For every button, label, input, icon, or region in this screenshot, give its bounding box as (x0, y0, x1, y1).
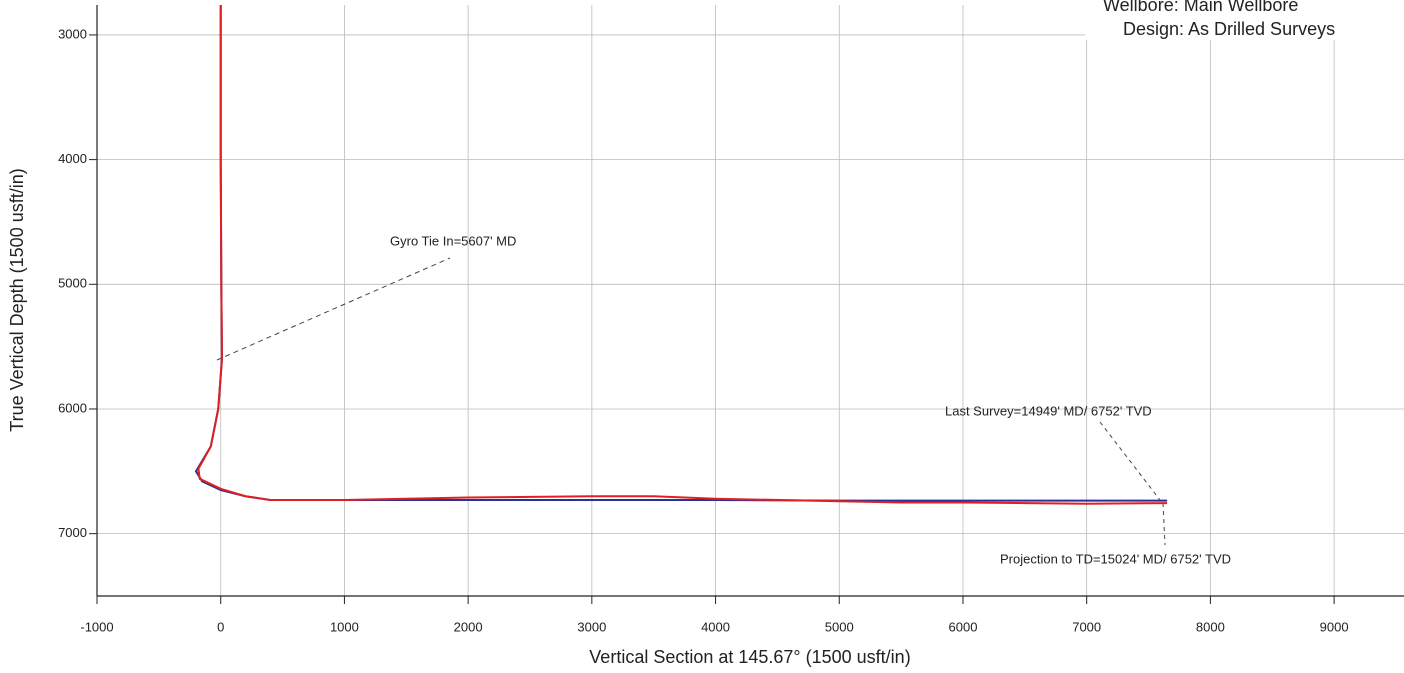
x-tick-label: 1000 (330, 619, 359, 634)
annotation-leader (216, 257, 451, 361)
annotation: Gyro Tie In=5607' MD (390, 233, 516, 248)
well-path (197, 5, 1168, 505)
x-tick-label: 8000 (1196, 619, 1225, 634)
x-axis-title: Vertical Section at 145.67° (1500 usft/i… (589, 647, 910, 667)
x-tick-label: 2000 (454, 619, 483, 634)
x-tick-label: -1000 (80, 619, 113, 634)
y-tick-label: 5000 (58, 276, 87, 291)
x-tick-label: 4000 (701, 619, 730, 634)
well-path (194, 5, 1168, 502)
annotation-leader (1099, 421, 1161, 501)
x-tick-label: 9000 (1320, 619, 1349, 634)
annotation: Projection to TD=15024' MD/ 6752' TVD (1000, 551, 1231, 566)
annotation-leader (1162, 502, 1166, 546)
y-axis-title: True Vertical Depth (1500 usft/in) (7, 168, 27, 431)
x-tick-label: 0 (217, 619, 224, 634)
y-tick-label: 3000 (58, 26, 87, 41)
y-tick-label: 6000 (58, 400, 87, 415)
x-tick-label: 5000 (825, 619, 854, 634)
y-tick-label: 4000 (58, 151, 87, 166)
x-tick-label: 3000 (577, 619, 606, 634)
header-line: Wellbore: Main Wellbore (1103, 0, 1298, 15)
header-box (1085, 0, 1404, 40)
x-tick-label: 6000 (949, 619, 978, 634)
header-line: Design: As Drilled Surveys (1123, 19, 1335, 39)
y-tick-label: 7000 (58, 525, 87, 540)
annotation: Last Survey=14949' MD/ 6752' TVD (945, 403, 1152, 418)
x-tick-label: 7000 (1072, 619, 1101, 634)
